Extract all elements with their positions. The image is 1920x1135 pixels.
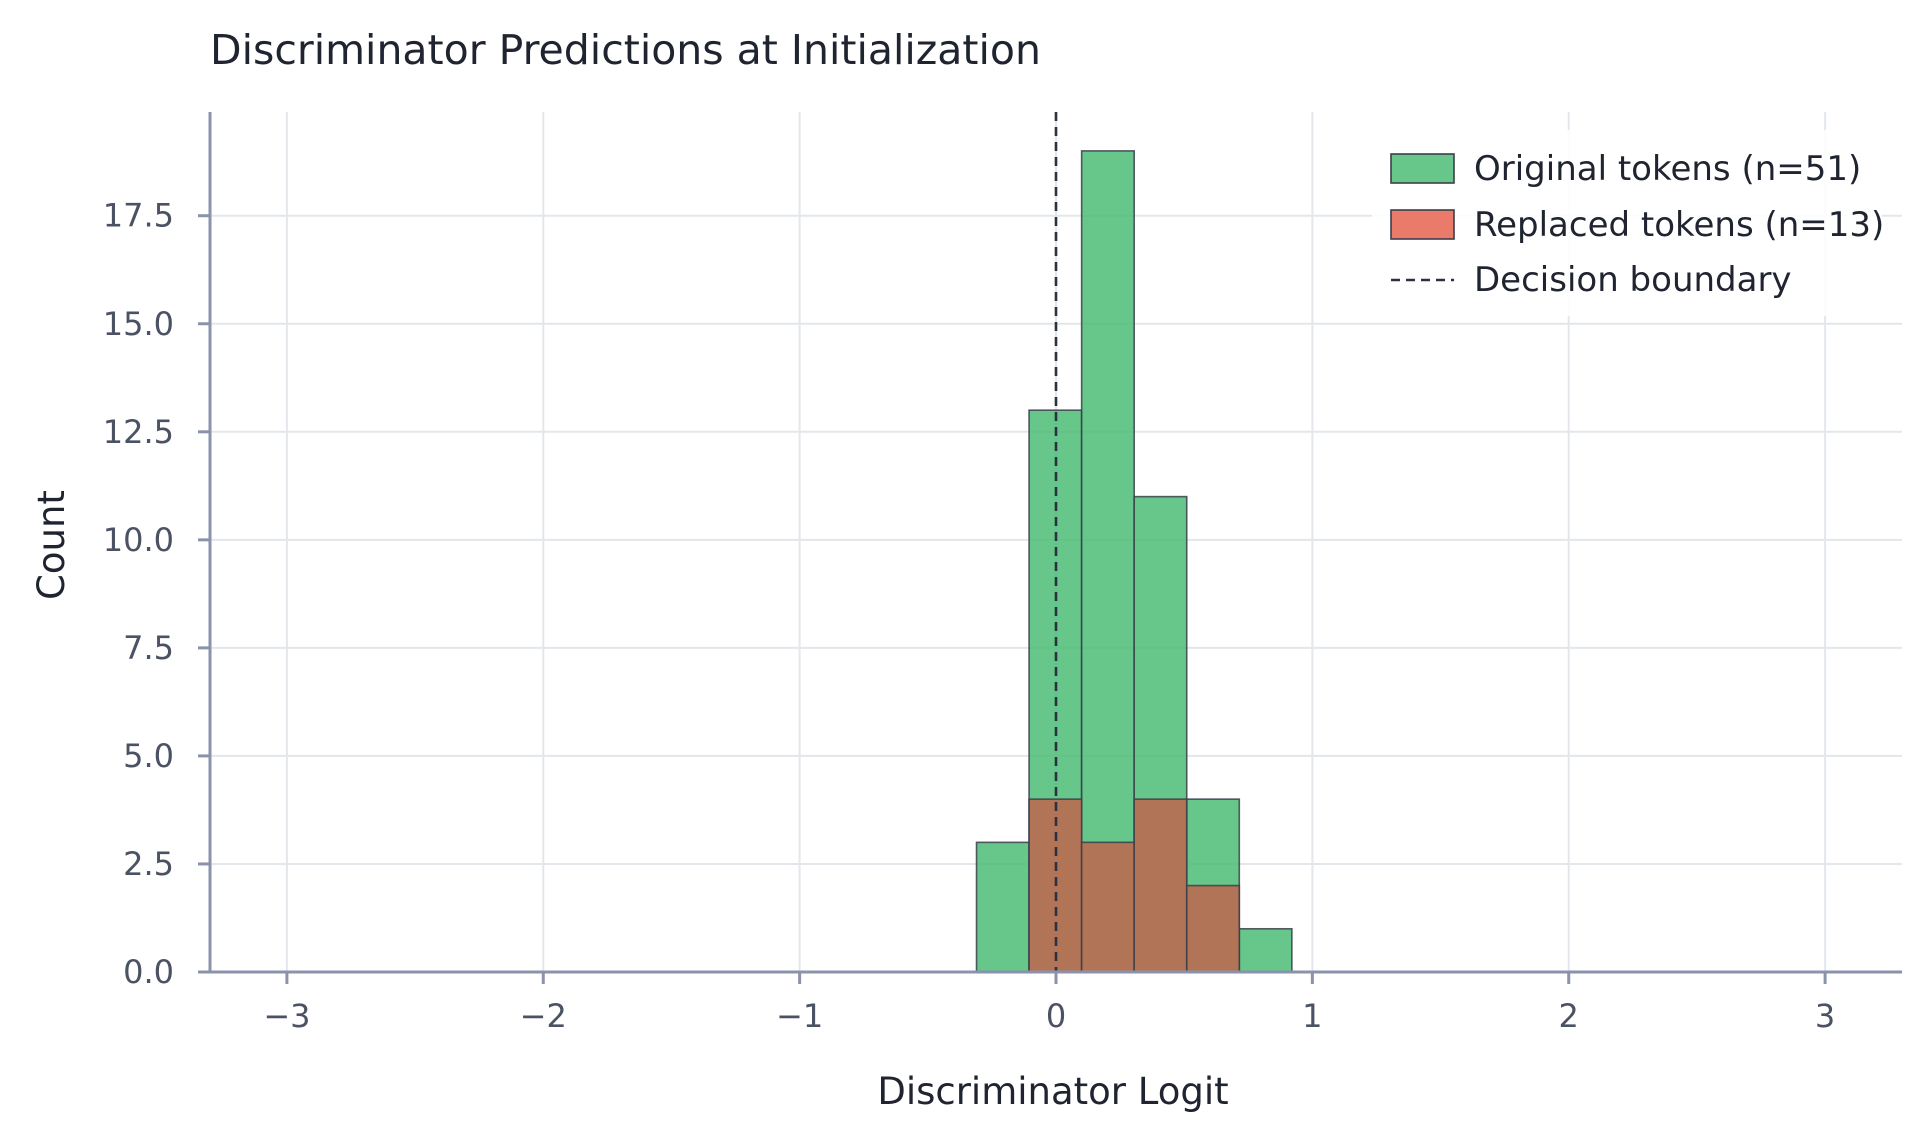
y-tick-label: 7.5 (123, 629, 174, 667)
x-tick-label: 1 (1302, 997, 1322, 1035)
y-axis-ticks: 0.0 2.5 5.0 7.5 10.0 12.5 15.0 17.5 (103, 197, 210, 991)
y-tick-label: 2.5 (123, 845, 174, 883)
x-axis-label: Discriminator Logit (877, 1070, 1228, 1113)
x-tick-label: −3 (263, 997, 310, 1035)
legend-background (1372, 130, 1882, 316)
original-tokens-bar (1080, 150, 1135, 973)
legend: Original tokens (n=51) Replaced tokens (… (1372, 130, 1884, 316)
series-replaced-tokens (1028, 798, 1241, 973)
x-tick-label: 2 (1559, 997, 1579, 1035)
original-tokens-bar (1238, 927, 1293, 973)
y-tick-label: 17.5 (103, 197, 174, 235)
x-tick-label: 3 (1815, 997, 1835, 1035)
y-axis-label: Count (30, 490, 73, 600)
replaced-tokens-bar (1185, 884, 1241, 973)
y-tick-label: 12.5 (103, 413, 174, 451)
x-tick-label: 0 (1046, 997, 1066, 1035)
replaced-tokens-bar (1133, 798, 1188, 973)
legend-label-original: Original tokens (n=51) (1474, 149, 1861, 189)
y-tick-label: 5.0 (123, 737, 174, 775)
x-axis-ticks: −3 −2 −1 0 1 2 3 (263, 972, 1835, 1035)
y-tick-label: 0.0 (123, 953, 174, 991)
x-tick-label: −1 (776, 997, 823, 1035)
y-tick-label: 15.0 (103, 305, 174, 343)
replaced-tokens-bar (1080, 841, 1135, 973)
chart-title: Discriminator Predictions at Initializat… (210, 26, 1041, 74)
original-tokens-bar (975, 841, 1030, 973)
legend-swatch-replaced (1390, 209, 1455, 240)
y-tick-label: 10.0 (103, 521, 174, 559)
x-tick-label: −2 (520, 997, 567, 1035)
legend-label-replaced: Replaced tokens (n=13) (1474, 205, 1884, 245)
legend-label-boundary: Decision boundary (1474, 260, 1792, 300)
legend-swatch-original (1390, 153, 1455, 184)
